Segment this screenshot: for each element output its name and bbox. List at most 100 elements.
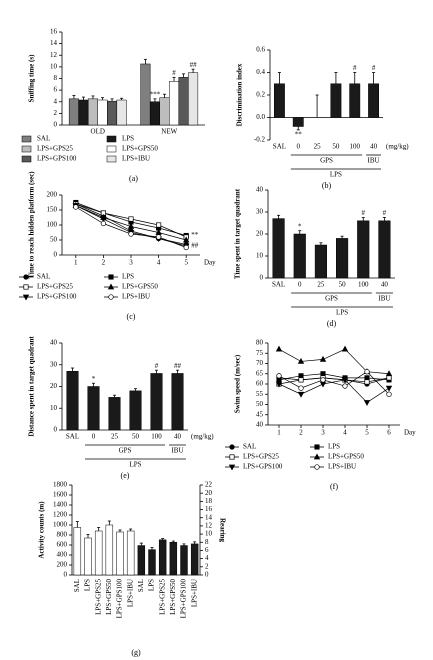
y-axis-label: Sniffing time (s): [28, 54, 36, 103]
marker: [364, 379, 370, 385]
marker: [298, 373, 304, 379]
y-tick-label: 40: [50, 339, 58, 347]
marker: [385, 370, 393, 377]
x-tick-label: LPS+GPS50: [169, 579, 177, 615]
marker: [183, 244, 189, 251]
marker: [319, 355, 327, 362]
marker: [364, 375, 370, 381]
group-label: IBU: [368, 157, 380, 165]
bar: [84, 537, 92, 576]
marker: [363, 400, 371, 406]
significance-mark: #: [383, 209, 387, 217]
bar: [87, 386, 100, 431]
x-tick-label: 2: [102, 259, 106, 267]
y-tick-label: 40: [256, 186, 264, 194]
marker: [100, 220, 107, 227]
group-label: GPS: [325, 295, 338, 303]
legend-swatch: [106, 135, 117, 143]
bar: [150, 373, 163, 431]
y2-tick-label: 18: [205, 497, 213, 505]
y-tick-label: 75: [256, 349, 264, 357]
legend-label: LPS+IBU: [122, 155, 150, 163]
bar: [169, 542, 178, 576]
marker: [341, 377, 349, 384]
bar: [171, 373, 184, 431]
x-tick-label: 5: [184, 259, 188, 267]
marker: [298, 385, 304, 391]
bar: [190, 543, 199, 576]
y2-tick-label: 16: [205, 505, 213, 513]
y-tick-label: 1200: [53, 511, 68, 519]
x-tick-label: 3: [129, 259, 133, 267]
y-tick-label: 10: [50, 404, 58, 412]
marker: [23, 284, 29, 290]
marker: [156, 222, 162, 228]
panel-label: (g): [131, 648, 141, 657]
x-tick-label: 1: [74, 259, 78, 267]
y-tick-label: 16: [50, 28, 58, 36]
x-tick-label: 100: [151, 433, 162, 441]
bar: [94, 530, 103, 576]
y2-tick-label: 8: [205, 538, 209, 546]
y-tick-label: 200: [57, 561, 68, 569]
bar: [159, 97, 170, 126]
legend-label: LPS+GPS25: [37, 145, 73, 153]
y-tick-label: 1400: [53, 501, 68, 509]
marker: [320, 371, 326, 377]
y-tick-label: 10: [256, 252, 264, 260]
marker: [128, 216, 134, 222]
legend-label: LPS+IBU: [122, 293, 150, 301]
y2-tick-label: 6: [205, 546, 209, 554]
significance-mark: #: [155, 362, 159, 370]
x-tick-label: SAL: [73, 579, 81, 592]
y-tick-label: 200: [47, 191, 58, 199]
bar: [137, 545, 146, 576]
x-tick-label: 25: [314, 143, 322, 151]
significance-mark: #: [353, 64, 357, 72]
group-label: IBU: [171, 447, 183, 455]
bar: [105, 524, 114, 576]
y-tick-label: 50: [50, 236, 58, 244]
x-tick-label: LPS+GPS100: [180, 579, 188, 619]
line: [278, 348, 390, 375]
legend-swatch: [106, 155, 117, 163]
y-tick-label: 2: [54, 109, 58, 117]
y-axis-label: Distance spent in target quadrant: [28, 336, 36, 437]
x-tick-label: LPS: [148, 579, 156, 591]
significance-mark: *: [92, 375, 96, 383]
x-tick-label: SAL: [66, 433, 79, 441]
y-tick-label: 70: [256, 359, 264, 367]
y-tick-label: 1000: [53, 521, 68, 529]
marker: [276, 373, 282, 379]
y-tick-label: 20: [50, 382, 58, 390]
bar: [180, 545, 188, 576]
panel-label: (d): [327, 319, 337, 328]
marker: [275, 345, 283, 352]
x-tick-label: LPS+GPS25: [158, 579, 166, 615]
bar: [378, 220, 391, 279]
panel-label: (c): [127, 312, 136, 321]
y2-tick-label: 10: [205, 530, 213, 538]
significance-mark: *: [298, 222, 302, 230]
group-label: LPS: [336, 309, 348, 317]
x-tick-label: SAL: [272, 281, 285, 289]
bar: [158, 539, 167, 576]
group-label: GPS: [320, 157, 333, 165]
group-label: LPS: [330, 171, 342, 179]
marker: [275, 381, 283, 388]
panel-label: (e): [121, 471, 130, 480]
legend-swatch: [21, 155, 32, 163]
y2-tick-label: 20: [205, 489, 213, 497]
group-label: GPS: [119, 447, 132, 455]
y-tick-label: 1600: [53, 491, 68, 499]
bar: [357, 220, 370, 279]
y-tick-label: 14: [50, 39, 58, 47]
x-axis-label: Day: [204, 259, 216, 267]
y2-axis-label: Rearing: [218, 518, 226, 543]
bar: [314, 244, 327, 279]
y-axis-label: Time spent in target quadrant: [234, 188, 242, 279]
legend-label: LPS+GPS100: [37, 293, 77, 301]
y-tick-label: 100: [47, 221, 58, 229]
line: [278, 373, 390, 381]
